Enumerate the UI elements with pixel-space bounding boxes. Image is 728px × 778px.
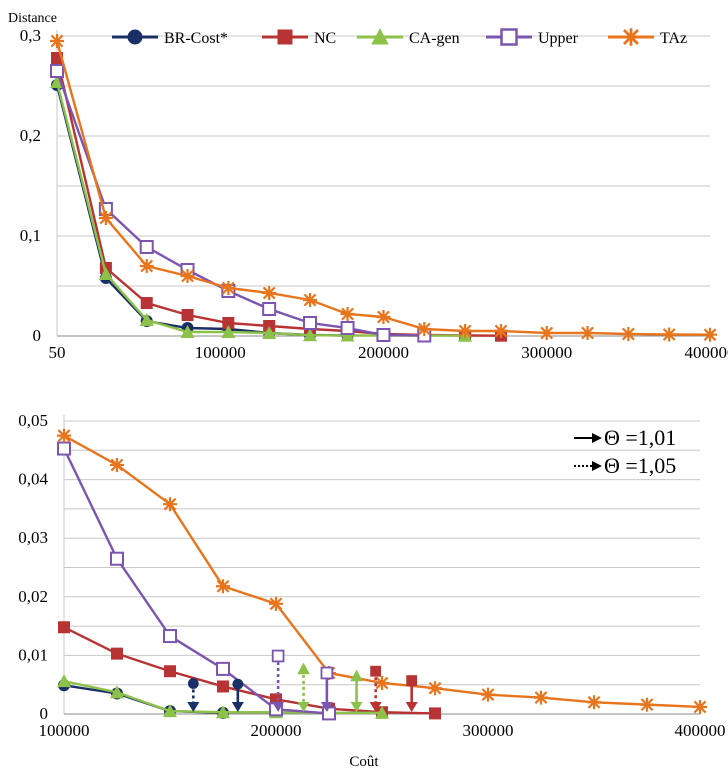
panel2-x-axis-title: Coût bbox=[349, 754, 379, 770]
legend-swatch-marker bbox=[502, 30, 517, 45]
panel1-data-point-taz bbox=[417, 322, 431, 336]
panel1-x-tick-label: 200000 bbox=[358, 343, 409, 362]
panel2-x-tick-label: 200000 bbox=[251, 721, 302, 740]
panel1-data-point-taz bbox=[662, 328, 676, 342]
panel1-data-point-upper bbox=[342, 322, 354, 334]
panel2-data-point-upper bbox=[111, 553, 123, 565]
panel2-data-point-nc bbox=[429, 707, 441, 719]
panel1-x-tick-label: 300000 bbox=[521, 343, 572, 362]
arrow-legend-head bbox=[592, 433, 602, 443]
threshold-marker bbox=[297, 663, 310, 675]
panel1-y-axis-title: Distance bbox=[8, 11, 57, 26]
threshold-marker bbox=[188, 678, 199, 689]
panel1-data-point-upper bbox=[141, 241, 153, 253]
panel2-series-line-upper bbox=[64, 449, 329, 714]
panel1-data-point-taz bbox=[458, 324, 472, 338]
legend-swatch-marker bbox=[128, 30, 143, 45]
panel1-data-point-nc bbox=[182, 309, 194, 321]
panel1-data-point-taz bbox=[341, 307, 355, 321]
panel2-series-line-brcost bbox=[64, 685, 223, 713]
panel1-x-tick-label: 400000 bbox=[685, 343, 728, 362]
panel2-y-tick-label: 0,05 bbox=[18, 411, 48, 430]
panel1-data-point-upper bbox=[304, 317, 316, 329]
panel1-data-point-taz bbox=[376, 310, 390, 324]
panel1-data-point-taz bbox=[494, 324, 508, 338]
panel2-data-point-upper bbox=[323, 707, 335, 719]
panel2-data-point-taz bbox=[375, 676, 389, 690]
panel1-data-point-upper bbox=[51, 65, 63, 77]
legend-swatch-marker bbox=[278, 30, 293, 45]
panel2-data-point-nc bbox=[217, 680, 229, 692]
panel2-y-tick-label: 0,03 bbox=[18, 528, 48, 547]
threshold-marker bbox=[406, 675, 417, 686]
panel1-data-point-taz bbox=[140, 259, 154, 273]
panel2-data-point-taz bbox=[640, 698, 654, 712]
threshold-marker bbox=[321, 668, 332, 679]
legend-swatch-marker bbox=[622, 28, 640, 46]
panel2-data-point-taz bbox=[587, 695, 601, 709]
panel1-data-point-taz bbox=[99, 211, 113, 225]
legend-label: CA-gen bbox=[409, 30, 460, 47]
threshold-marker bbox=[273, 651, 284, 662]
panel2-x-tick-label: 300000 bbox=[463, 721, 514, 740]
threshold-marker bbox=[370, 666, 381, 677]
panel2-data-point-upper bbox=[217, 663, 229, 675]
threshold-arrow-head bbox=[406, 702, 418, 712]
threshold-marker bbox=[232, 679, 243, 690]
panel2-data-point-cagen bbox=[57, 674, 71, 687]
panel2-data-point-taz bbox=[163, 497, 177, 511]
panel1-data-point-upper bbox=[263, 303, 275, 315]
panel1-data-point-taz bbox=[221, 281, 235, 295]
panel1-y-tick-label: 0,2 bbox=[20, 126, 41, 145]
panel1-data-point-nc bbox=[141, 297, 153, 309]
panel2-data-point-upper bbox=[164, 630, 176, 642]
threshold-arrow-head bbox=[232, 702, 244, 712]
panel2-x-tick-label: 400000 bbox=[675, 721, 726, 740]
legend-label: BR-Cost* bbox=[164, 30, 228, 47]
panel1-data-point-taz bbox=[262, 286, 276, 300]
panel2-data-point-taz bbox=[57, 429, 71, 443]
panel2-data-point-taz bbox=[216, 579, 230, 593]
panel2-data-point-taz bbox=[693, 700, 707, 714]
panel1-y-tick-label: 0,1 bbox=[20, 226, 41, 245]
panel2-data-point-taz bbox=[269, 597, 283, 611]
panel1-data-point-taz bbox=[303, 293, 317, 307]
panel1-series-line-taz bbox=[57, 41, 710, 335]
panel2-data-point-nc bbox=[111, 648, 123, 660]
panel1-data-point-taz bbox=[581, 326, 595, 340]
arrow-legend-label: Θ =1,01 bbox=[604, 425, 676, 450]
panel2-data-point-taz bbox=[534, 691, 548, 705]
panel2-data-point-taz bbox=[428, 681, 442, 695]
panel1-data-point-upper bbox=[377, 329, 389, 341]
panel2-x-tick-label: 100000 bbox=[39, 721, 90, 740]
legend-label: TAz bbox=[660, 30, 687, 47]
panel1-data-point-taz bbox=[621, 327, 635, 341]
panel2-data-point-taz bbox=[481, 688, 495, 702]
panel2-data-point-nc bbox=[164, 665, 176, 677]
legend-label: Upper bbox=[538, 30, 579, 47]
panel2-y-tick-label: 0,02 bbox=[18, 587, 48, 606]
legend-label: NC bbox=[314, 30, 336, 47]
arrow-legend-head bbox=[592, 461, 602, 471]
threshold-marker bbox=[350, 670, 363, 682]
arrow-legend-label: Θ =1,05 bbox=[604, 453, 676, 478]
panel1-y-tick-label: 0 bbox=[33, 326, 42, 345]
panel1-data-point-taz bbox=[181, 269, 195, 283]
panel2-y-tick-label: 0,01 bbox=[18, 645, 48, 664]
panel1-series-line-cagen bbox=[57, 82, 465, 336]
panel1-x-tick-label: 50 bbox=[49, 343, 66, 362]
panel2-data-point-nc bbox=[58, 621, 70, 633]
panel2-y-tick-label: 0,04 bbox=[18, 470, 48, 489]
panel2-data-point-upper bbox=[58, 443, 70, 455]
panel1-data-point-taz bbox=[50, 34, 64, 48]
panel1-x-tick-label: 100000 bbox=[195, 343, 246, 362]
panel2-data-point-taz bbox=[110, 458, 124, 472]
panel1-y-tick-label: 0,3 bbox=[20, 26, 41, 45]
panel1-data-point-taz bbox=[540, 326, 554, 340]
panel1-data-point-taz bbox=[703, 328, 717, 342]
